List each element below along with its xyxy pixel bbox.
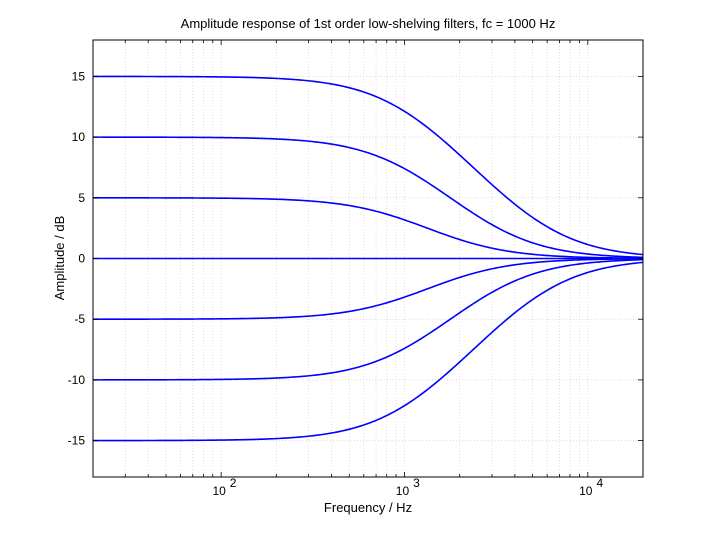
y-tick-label: -15 bbox=[68, 434, 86, 448]
x-tick-label-exponent: 3 bbox=[413, 476, 420, 490]
series-line-gain--5 bbox=[93, 257, 644, 320]
series-line-gain--15 bbox=[93, 261, 644, 442]
ticks bbox=[93, 40, 643, 477]
series-line-gain--10 bbox=[93, 258, 644, 381]
chart-title: Amplitude response of 1st order low-shel… bbox=[181, 16, 556, 31]
y-axis-title: Amplitude / dB bbox=[52, 216, 67, 301]
x-tick-label-exponent: 2 bbox=[230, 476, 237, 490]
x-axis-title: Frequency / Hz bbox=[324, 500, 412, 515]
grid bbox=[93, 40, 643, 477]
x-tick-label: 10 bbox=[396, 484, 410, 498]
y-tick-label: 0 bbox=[78, 252, 85, 266]
y-tick-label: 15 bbox=[72, 69, 86, 83]
y-tick-label: 10 bbox=[72, 130, 86, 144]
series-line-gain-5 bbox=[93, 197, 644, 260]
y-tick-label: -10 bbox=[68, 373, 86, 387]
series-line-gain-10 bbox=[93, 136, 644, 259]
x-tick-label: 10 bbox=[579, 484, 593, 498]
series-group bbox=[93, 75, 644, 442]
y-tick-labels: -15 -10 -5 0 5 10 15 bbox=[68, 69, 86, 447]
x-tick-label: 10 bbox=[212, 484, 226, 498]
y-tick-label: 5 bbox=[78, 191, 85, 205]
x-tick-label-exponent: 4 bbox=[596, 476, 603, 490]
series-line-gain-15 bbox=[93, 75, 644, 256]
y-tick-label: -5 bbox=[74, 312, 85, 326]
